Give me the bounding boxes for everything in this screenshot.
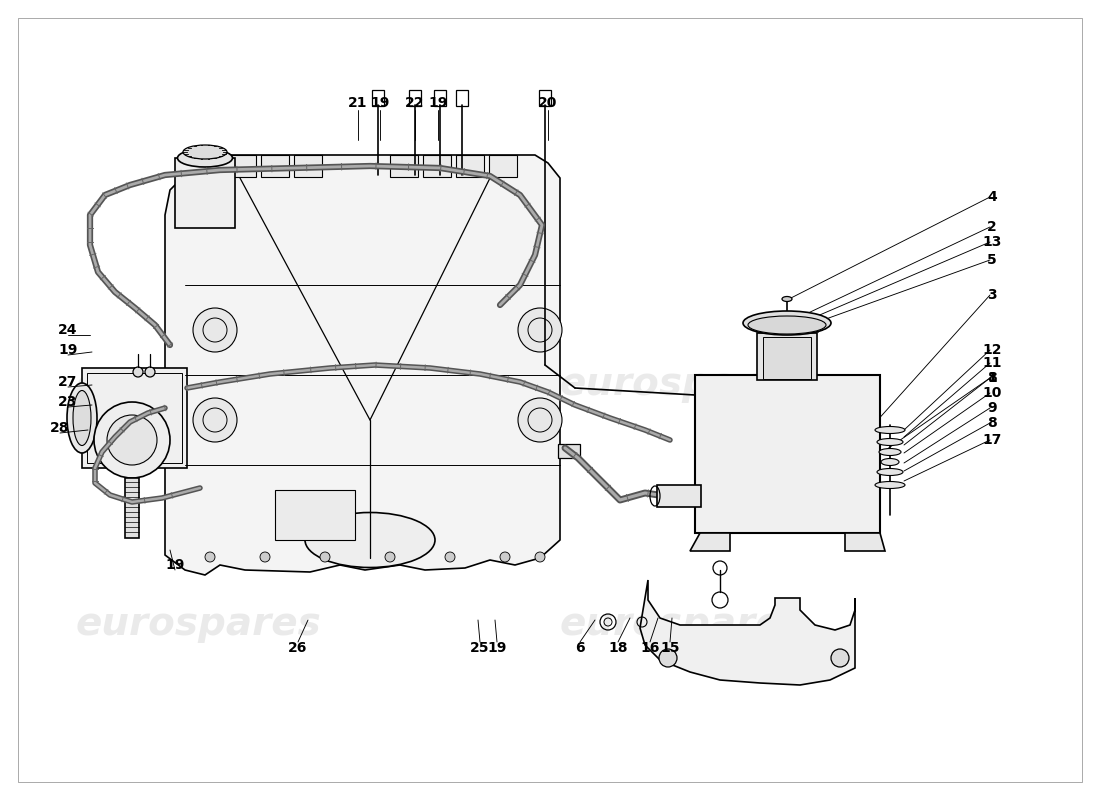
Circle shape [192,398,236,442]
Circle shape [133,367,143,377]
Text: 21: 21 [349,96,367,110]
Bar [390,155,418,177]
Bar [195,155,223,177]
Text: 19: 19 [165,558,185,572]
Ellipse shape [183,145,227,159]
Text: 11: 11 [982,356,1002,370]
Circle shape [320,552,330,562]
Ellipse shape [877,438,903,446]
Text: eurospares: eurospares [75,365,321,403]
Text: 19: 19 [58,343,78,357]
Bar [82,368,187,468]
Bar [409,90,421,106]
Text: 5: 5 [987,253,997,267]
Circle shape [446,552,455,562]
Circle shape [830,649,849,667]
Text: 19: 19 [371,96,389,110]
Bar [275,490,355,540]
Circle shape [94,402,170,478]
Ellipse shape [748,316,826,334]
Text: 26: 26 [288,641,308,655]
Circle shape [385,552,395,562]
Bar [228,155,256,177]
Bar [695,375,880,533]
Text: 4: 4 [987,190,997,204]
Circle shape [535,552,544,562]
Circle shape [205,552,214,562]
Bar [175,158,235,228]
Text: 8: 8 [987,416,997,430]
Text: 22: 22 [405,96,425,110]
Bar [539,90,551,106]
Text: 2: 2 [987,220,997,234]
Bar [490,155,517,177]
Text: 17: 17 [982,433,1002,447]
Ellipse shape [881,458,899,466]
Ellipse shape [177,149,232,167]
Ellipse shape [877,469,903,475]
Ellipse shape [874,482,905,489]
Circle shape [518,308,562,352]
Text: 3: 3 [987,288,997,302]
Bar [424,155,451,177]
Text: 19: 19 [428,96,448,110]
Bar [294,155,322,177]
Text: 19: 19 [487,641,507,655]
Text: 28: 28 [51,421,69,435]
Text: 10: 10 [982,386,1002,400]
Text: 1: 1 [987,371,997,385]
Circle shape [500,552,510,562]
Bar [456,155,484,177]
Bar [434,90,446,106]
Ellipse shape [305,513,434,567]
Text: 16: 16 [640,641,660,655]
Text: 12: 12 [982,343,1002,357]
Polygon shape [165,155,560,575]
Text: 27: 27 [58,375,78,389]
Polygon shape [640,580,855,685]
Text: 25: 25 [471,641,490,655]
Circle shape [107,415,157,465]
Text: 9: 9 [987,401,997,415]
Text: 23: 23 [58,395,78,409]
Ellipse shape [67,383,97,453]
Bar [763,337,811,379]
Polygon shape [845,533,886,551]
Text: 24: 24 [58,323,78,337]
Bar [372,90,384,106]
Text: eurospares: eurospares [559,365,805,403]
Ellipse shape [742,311,830,335]
Text: 8: 8 [987,371,997,385]
Bar [558,444,580,458]
Text: 6: 6 [575,641,585,655]
Polygon shape [690,533,730,551]
Circle shape [192,308,236,352]
Bar [757,333,817,380]
Circle shape [145,367,155,377]
Ellipse shape [879,449,901,455]
Text: 13: 13 [982,235,1002,249]
Circle shape [659,649,676,667]
Text: eurospares: eurospares [75,605,321,643]
Bar [125,478,139,538]
Bar [657,485,701,507]
Circle shape [518,398,562,442]
Ellipse shape [73,390,91,446]
Text: eurospares: eurospares [559,605,805,643]
Bar [261,155,289,177]
Text: 18: 18 [608,641,628,655]
Ellipse shape [874,426,905,434]
Bar [456,90,468,106]
Circle shape [260,552,270,562]
Text: 15: 15 [660,641,680,655]
Text: 20: 20 [538,96,558,110]
Bar [87,373,182,463]
Ellipse shape [782,297,792,302]
